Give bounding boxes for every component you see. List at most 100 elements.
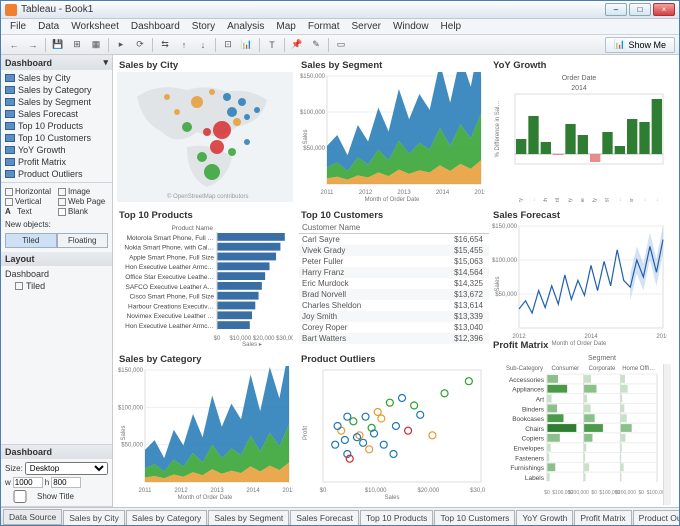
dashboard-panel-header[interactable]: Dashboard▾ [1,55,112,70]
back-button[interactable]: ← [5,37,23,53]
tab-sales-by-segment[interactable]: Sales by Segment [208,510,289,525]
tab-data-source[interactable]: Data Source [3,509,62,525]
sheet-item[interactable]: Sales by Category [3,84,110,96]
svg-text:$50,000: $50,000 [121,443,143,449]
sort-desc-button[interactable]: ↓ [194,37,212,53]
show-me-button[interactable]: 📊 Show Me [605,37,675,53]
svg-text:2014: 2014 [436,190,450,196]
text-object[interactable]: A Text [5,207,55,216]
labels-button[interactable]: T [263,37,281,53]
svg-text:2015: 2015 [282,488,293,494]
svg-text:Septem…: Septem… [617,198,623,202]
menu-window[interactable]: Window [388,20,434,33]
svg-text:Appliances: Appliances [512,387,545,394]
sheet-item[interactable]: Sales by Segment [3,96,110,108]
viz-sales-segment[interactable]: Sales by Segment $50,000$100,000$150,000… [299,59,489,207]
svg-text:Labels: Labels [525,475,545,482]
menu-story[interactable]: Story [187,20,220,33]
image-object[interactable]: Image [58,187,108,196]
tab-sales-by-category[interactable]: Sales by Category [126,510,207,525]
sheet-item[interactable]: Sales Forecast [3,108,110,120]
close-button[interactable]: × [653,3,675,16]
new-data-button[interactable]: ⊞ [68,37,86,53]
sheet-item[interactable]: Product Outliers [3,168,110,180]
sort-asc-button[interactable]: ↑ [175,37,193,53]
sheet-item[interactable]: Top 10 Customers [3,132,110,144]
run-button[interactable]: ▸ [112,37,130,53]
new-sheet-button[interactable]: ▦ [87,37,105,53]
pin-button[interactable]: 📌 [288,37,306,53]
svg-text:2012: 2012 [174,488,188,494]
svg-text:$0: $0 [214,336,221,342]
tab-sales-by-city[interactable]: Sales by City [63,510,125,525]
svg-text:Sales: Sales [495,276,501,291]
forward-button[interactable]: → [24,37,42,53]
width-input[interactable] [13,477,43,488]
minimize-button[interactable]: – [605,3,627,16]
scrollbar[interactable] [663,364,671,505]
tab-top-10-customers[interactable]: Top 10 Customers [434,510,515,525]
chevron-icon: ▾ [103,57,108,68]
tiled-option[interactable]: Tiled [5,233,57,248]
svg-text:Sub-Category: Sub-Category [506,366,543,372]
svg-text:Month of Order Date: Month of Order Date [178,495,233,500]
viz-outliers[interactable]: Product Outliers $0$10,000$20,000$30,000… [299,353,489,505]
blank-object[interactable]: Blank [58,207,108,216]
svg-text:Cisco Smart Phone, Full Size: Cisco Smart Phone, Full Size [129,294,214,301]
sheet-item[interactable]: Profit Matrix [3,156,110,168]
viz-profit-matrix[interactable]: Profit Matrix SegmentConsumerCorporateHo… [491,339,671,505]
save-button[interactable]: 💾 [49,37,67,53]
menu-server[interactable]: Server [347,20,386,33]
customer-table: Customer NameCarl Sayre$16,654Vivek Grad… [299,222,489,351]
presentation-button[interactable]: ▭ [332,37,350,53]
webpage-object[interactable]: Web Page [58,197,108,206]
tiled-floating-toggle[interactable]: Tiled Floating [5,233,108,248]
menu-help[interactable]: Help [436,20,467,33]
horizontal-object[interactable]: Horizontal [5,187,55,196]
svg-text:May: May [568,198,574,202]
viz-yoy[interactable]: YoY Growth Order Date2014JanuaryFebruar…… [491,59,671,207]
svg-text:2015: 2015 [474,190,485,196]
sheet-item[interactable]: Top 10 Products [3,120,110,132]
menu-data[interactable]: Data [33,20,64,33]
maximize-button[interactable]: □ [629,3,651,16]
tab-product-outliers[interactable]: Product Outliers [633,510,679,525]
refresh-button[interactable]: ⟳ [131,37,149,53]
viz-sales-city[interactable]: Sales by City © OpenStreetMap contributo… [117,59,297,207]
floating-option[interactable]: Floating [57,233,109,248]
menu-analysis[interactable]: Analysis [222,20,269,33]
sheet-item[interactable]: YoY Growth [3,144,110,156]
size-select[interactable]: Desktop [25,462,108,475]
viz-top-products[interactable]: Top 10 Products Product NameMotorola Sma… [117,209,297,351]
menu-map[interactable]: Map [271,20,300,33]
menu-worksheet[interactable]: Worksheet [66,20,124,33]
sheet-item[interactable]: Sales by City [3,72,110,84]
tab-yoy-growth[interactable]: YoY Growth [516,510,573,525]
svg-text:$200,000: $200,000 [615,490,636,496]
swap-button[interactable]: ⇆ [156,37,174,53]
svg-text:Sales: Sales [121,425,127,440]
tab-sales-forecast[interactable]: Sales Forecast [290,510,359,525]
menu-file[interactable]: File [5,20,31,33]
tab-top-10-products[interactable]: Top 10 Products [360,510,433,525]
svg-text:SAFCO Executive Leather A…: SAFCO Executive Leather A… [125,284,214,291]
dashboard-size-header[interactable]: Dashboard [1,445,112,459]
vertical-object[interactable]: Vertical [5,197,55,206]
viz-forecast[interactable]: Sales Forecast $50,000$100,000$150,00020… [491,209,671,351]
layout-header[interactable]: Layout [1,252,112,266]
tab-profit-matrix[interactable]: Profit Matrix [574,510,631,525]
viz-sales-category[interactable]: Sales by Category $50,000$100,000$150,00… [117,353,297,505]
menu-format[interactable]: Format [303,20,345,33]
show-title-checkbox[interactable] [5,490,35,503]
layout-dashboard-item[interactable]: Dashboard [3,268,110,280]
highlight-button[interactable]: ✎ [307,37,325,53]
group-button[interactable]: ⊡ [219,37,237,53]
marks-button[interactable]: 📊 [238,37,256,53]
svg-text:Corporate: Corporate [589,366,616,372]
svg-text:Binders: Binders [522,406,545,413]
height-input[interactable] [51,477,81,488]
viz-top-customers[interactable]: Top 10 Customers Customer NameCarl Sayre… [299,209,489,351]
menu-dashboard[interactable]: Dashboard [126,20,185,33]
layout-tiled-item[interactable]: Tiled [3,280,110,292]
svg-text:Home Offi…: Home Offi… [622,366,655,372]
